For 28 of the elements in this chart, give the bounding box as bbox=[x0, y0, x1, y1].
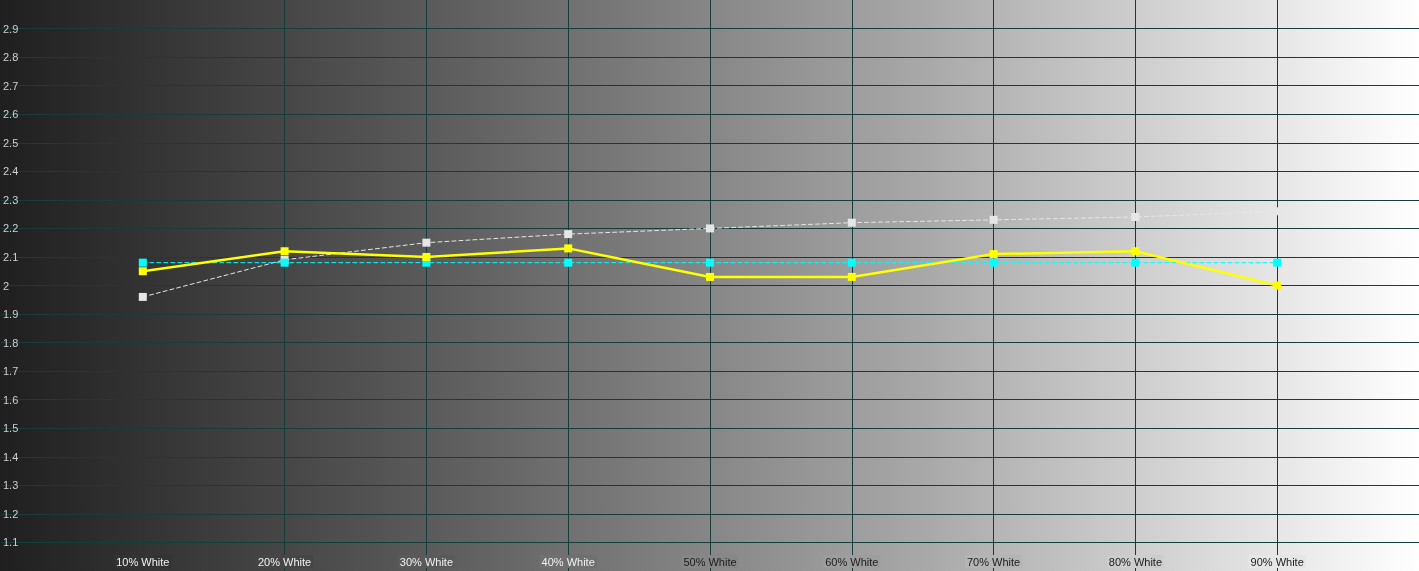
y-tick-label: 1.3 bbox=[3, 479, 19, 492]
x-tick-label: 50% White bbox=[683, 555, 737, 568]
y-tick-label: 1.8 bbox=[3, 336, 19, 349]
y-tick-label: 2.6 bbox=[3, 108, 19, 121]
y-tick-label: 1.5 bbox=[3, 422, 19, 435]
y-tick-label: 2.3 bbox=[3, 193, 19, 206]
y-tick-label: 2.5 bbox=[3, 136, 19, 149]
y-tick-label: 1.7 bbox=[3, 365, 19, 378]
x-tick-label: 60% White bbox=[825, 555, 879, 568]
x-tick-label: 30% White bbox=[399, 555, 453, 568]
y-tick-label: 2.2 bbox=[3, 222, 19, 235]
y-tick-label: 2.9 bbox=[3, 22, 19, 35]
x-tick-label: 90% White bbox=[1250, 555, 1304, 568]
y-tick-label: 2.7 bbox=[3, 79, 19, 92]
y-tick-label: 1.2 bbox=[3, 507, 19, 520]
x-tick-label: 80% White bbox=[1108, 555, 1162, 568]
y-tick-label: 2.8 bbox=[3, 51, 19, 64]
y-tick-label: 2.1 bbox=[3, 250, 19, 263]
y-tick-label: 2 bbox=[3, 279, 10, 292]
y-tick-label: 2.4 bbox=[3, 165, 19, 178]
y-tick-label: 1.6 bbox=[3, 393, 19, 406]
x-tick-label: 40% White bbox=[541, 555, 595, 568]
x-tick-label: 10% White bbox=[116, 555, 170, 568]
x-tick-label: 20% White bbox=[258, 555, 312, 568]
y-tick-label: 1.1 bbox=[3, 536, 19, 549]
x-tick-label: 70% White bbox=[967, 555, 1021, 568]
y-tick-label: 1.4 bbox=[3, 450, 19, 463]
y-tick-label: 1.9 bbox=[3, 308, 19, 321]
